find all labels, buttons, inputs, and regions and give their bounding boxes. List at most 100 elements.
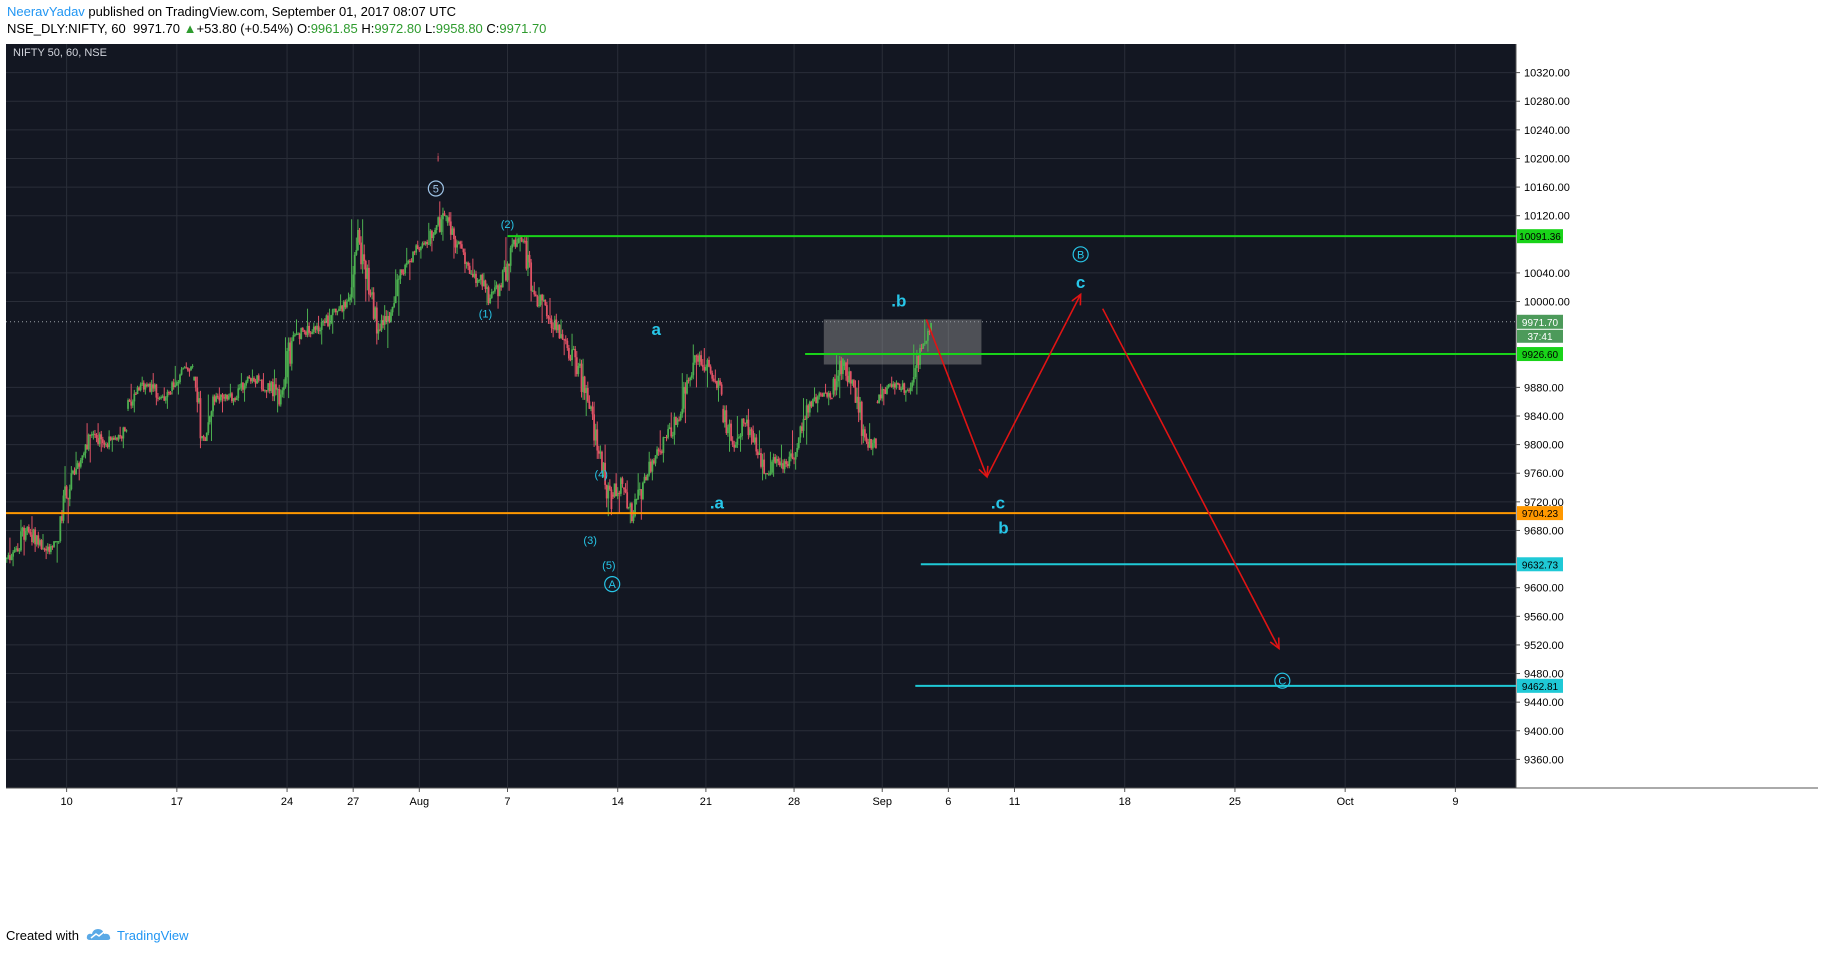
- candle-body: [375, 307, 378, 334]
- candle-body: [471, 273, 474, 277]
- tradingview-brand[interactable]: TradingView: [117, 928, 189, 943]
- candle-body: [703, 366, 706, 371]
- candle-body: [29, 532, 32, 535]
- candle-body: [723, 410, 726, 423]
- candle-body: [660, 451, 663, 453]
- candle-body: [519, 237, 521, 239]
- candle-body: [23, 527, 26, 540]
- candle-body: [248, 376, 251, 379]
- candle-body: [90, 434, 93, 436]
- symbol-label: NSE_DLY:NIFTY, 60: [7, 21, 126, 36]
- wave-label: (2): [501, 219, 514, 231]
- candle-body: [544, 299, 547, 306]
- candle-body: [908, 390, 910, 392]
- candle-body: [764, 473, 767, 475]
- wave-label: i: [437, 152, 439, 164]
- candle-body: [904, 390, 907, 393]
- candle-body: [922, 343, 925, 349]
- candle-body: [550, 319, 553, 329]
- candle-body: [20, 531, 22, 551]
- price-tick-label: 10240.00: [1524, 125, 1570, 137]
- candle-body: [339, 305, 342, 309]
- candle-body: [341, 305, 344, 312]
- candle-body: [227, 396, 230, 400]
- candle-body: [429, 230, 432, 244]
- candle-body: [275, 384, 277, 390]
- candle-body: [413, 251, 416, 253]
- price-chart[interactable]: 10320.00 10280.00 10240.00 10200.00 10160.00…: [5, 44, 1818, 918]
- candle-body: [793, 458, 795, 460]
- candle-body: [602, 462, 605, 472]
- candle-body: [105, 444, 107, 446]
- candle-body: [78, 463, 81, 467]
- candle-body: [153, 384, 156, 389]
- candle-body: [270, 381, 273, 391]
- candle-body: [353, 254, 356, 275]
- candle-body: [618, 492, 621, 494]
- candle-body: [608, 485, 611, 490]
- candle-body: [731, 440, 734, 445]
- candle-body: [796, 447, 799, 453]
- candle-body: [577, 365, 580, 375]
- candle-body: [476, 280, 479, 283]
- candle-body: [418, 248, 421, 251]
- candle-body: [262, 389, 265, 391]
- candle-body: [597, 450, 600, 454]
- up-triangle-icon: ▲: [183, 21, 197, 36]
- candle-body: [242, 382, 244, 390]
- candle-body: [752, 430, 755, 443]
- candle-body: [312, 326, 315, 332]
- candle-body: [249, 378, 252, 382]
- candle-body: [199, 398, 202, 439]
- candle-body: [397, 278, 400, 280]
- candle-body: [689, 377, 692, 381]
- price-tick-label: 9480.00: [1524, 669, 1564, 681]
- candle-body: [769, 472, 772, 475]
- candle-body: [100, 434, 103, 440]
- chart-area[interactable]: 10320.00 10280.00 10240.00 10200.00 10160.00…: [5, 44, 1818, 918]
- candle-body: [760, 453, 762, 467]
- candle-body: [788, 456, 791, 467]
- candle-body: [112, 437, 115, 440]
- price-tick-label: 9880.00: [1524, 382, 1564, 394]
- candle-body: [111, 437, 114, 440]
- candle-body: [465, 262, 468, 264]
- candle-body: [404, 264, 407, 274]
- candle-body: [676, 419, 679, 425]
- candle-body: [46, 546, 49, 551]
- candle-body: [816, 396, 819, 404]
- candle-body: [593, 414, 595, 441]
- author-link[interactable]: NeeravYadav: [7, 4, 85, 19]
- candle-body: [815, 397, 818, 404]
- candle-body: [859, 401, 862, 413]
- candle-body: [527, 254, 529, 269]
- candle-body: [583, 376, 586, 393]
- candle-body: [185, 367, 188, 369]
- candle-body: [391, 306, 394, 313]
- candle-body: [416, 245, 419, 249]
- candle-body: [827, 393, 830, 397]
- candle-body: [690, 375, 693, 378]
- candle-body: [454, 239, 457, 248]
- candle-body: [856, 396, 858, 403]
- candle-body: [558, 324, 561, 339]
- candle-body: [897, 382, 899, 384]
- price-tick-label: 9760.00: [1524, 468, 1564, 480]
- candle-body: [334, 308, 337, 313]
- candle-body: [591, 406, 594, 415]
- price-axis-background: [1516, 44, 1818, 788]
- candle-body: [372, 292, 375, 319]
- candle-body: [664, 437, 666, 439]
- candle-body: [736, 438, 739, 445]
- candle-body: [342, 301, 345, 312]
- candle-body: [675, 416, 677, 425]
- candle-body: [616, 492, 619, 497]
- candle-body: [927, 330, 929, 341]
- candle-body: [361, 254, 364, 265]
- candle-body: [704, 366, 707, 371]
- candle-body: [887, 384, 890, 388]
- price-level-tag: [1517, 506, 1563, 521]
- candle-body: [283, 386, 285, 391]
- candle-body: [837, 375, 840, 382]
- candle-body: [382, 319, 385, 325]
